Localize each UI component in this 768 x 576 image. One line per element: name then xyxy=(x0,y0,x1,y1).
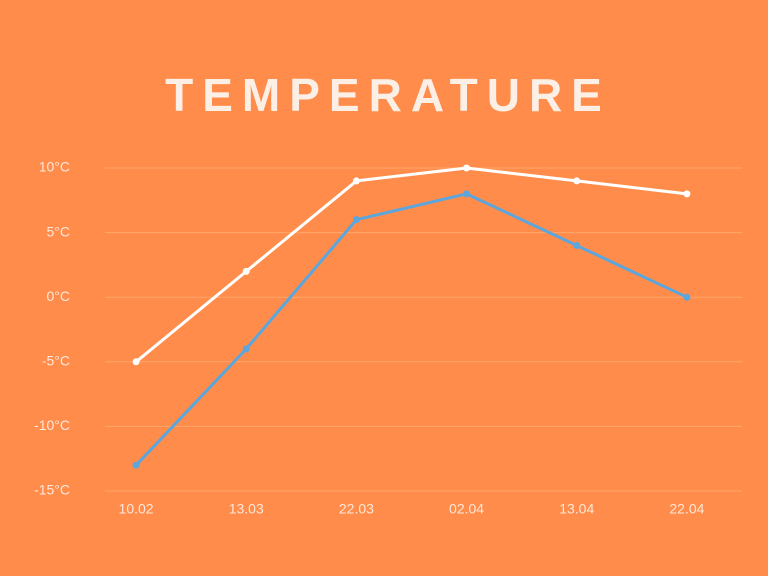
y-tick-label: -5°C xyxy=(42,353,70,369)
y-tick-label: 10°C xyxy=(39,159,70,175)
series-line xyxy=(135,166,688,363)
data-point xyxy=(132,358,140,366)
y-tick-label: -10°C xyxy=(34,417,70,433)
series-line xyxy=(134,192,688,467)
y-tick-label: -15°C xyxy=(34,482,70,498)
data-point xyxy=(573,242,581,250)
chart-title: TEMPERATURE xyxy=(165,69,611,121)
x-tick-label: 13.04 xyxy=(559,501,594,517)
data-point xyxy=(352,177,360,185)
data-point xyxy=(683,293,691,301)
data-point xyxy=(242,345,250,353)
y-tick-label: 0°C xyxy=(47,288,71,304)
x-tick-label: 22.04 xyxy=(669,501,704,517)
data-point xyxy=(463,164,471,172)
data-point xyxy=(683,190,691,198)
y-tick-label: 5°C xyxy=(47,223,71,239)
x-tick-label: 13.03 xyxy=(229,501,264,517)
x-tick-label: 22.03 xyxy=(339,501,374,517)
x-tick-label: 10.02 xyxy=(119,501,154,517)
data-point xyxy=(352,216,360,224)
x-tick-label: 02.04 xyxy=(449,501,484,517)
data-point xyxy=(463,190,471,198)
data-point xyxy=(242,267,250,275)
data-point xyxy=(132,461,140,469)
data-point xyxy=(573,177,581,185)
